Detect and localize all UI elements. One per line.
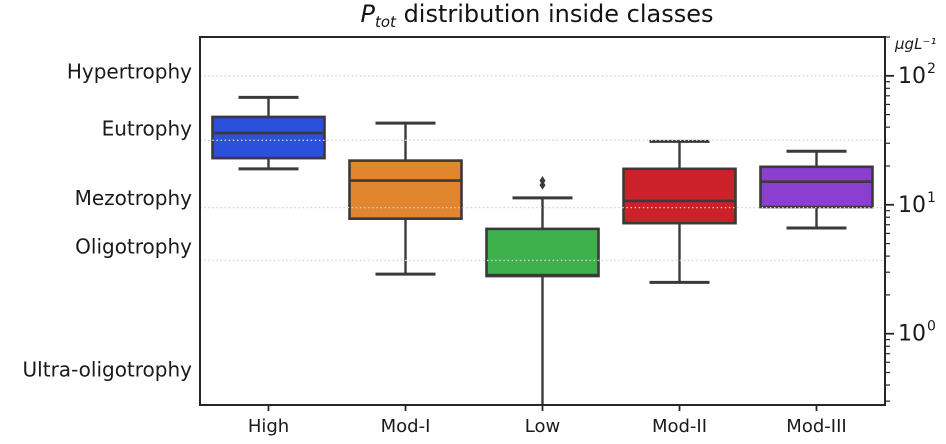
y-tick-label: 101 — [898, 190, 936, 218]
box-mod-iii — [759, 149, 874, 230]
y-class-label: Hypertrophy — [67, 60, 192, 84]
y-class-label: Mezotrophy — [75, 186, 193, 210]
y-class-label: Oligotrophy — [75, 234, 192, 258]
box-rect — [622, 167, 737, 225]
y-tick-exponent: 1 — [927, 190, 936, 206]
title-variable: P — [360, 0, 375, 28]
y-class-label: Ultra-oligotrophy — [23, 357, 193, 381]
y-tick-label: 100 — [898, 319, 936, 347]
outlier-marker — [539, 176, 546, 186]
box-rect — [348, 159, 463, 220]
chart-title: Ptot distribution inside classes — [361, 0, 714, 31]
x-category-label: Mod-III — [786, 416, 846, 437]
outlier-marker — [539, 180, 546, 190]
box-mod-i — [348, 121, 463, 276]
title-subscript: tot — [374, 13, 396, 31]
box-rect — [211, 115, 326, 160]
x-category-label: Mod-I — [381, 416, 431, 437]
x-category-label: High — [248, 416, 289, 437]
y-class-label: Eutrophy — [102, 117, 193, 141]
title-text: distribution inside classes — [395, 0, 714, 28]
y-tick-label: 102 — [898, 61, 936, 89]
y-tick-exponent: 2 — [927, 61, 936, 77]
box-low — [485, 176, 600, 405]
box-rect — [485, 227, 600, 278]
y-tick-exponent: 0 — [927, 319, 936, 335]
x-category-label: Mod-II — [652, 416, 707, 437]
box-mod-ii — [622, 139, 737, 284]
box-rect — [759, 165, 874, 209]
x-category-label: Low — [525, 416, 560, 437]
box-high — [211, 95, 326, 171]
y-axis-unit-label: µgL⁻¹ — [894, 35, 936, 53]
